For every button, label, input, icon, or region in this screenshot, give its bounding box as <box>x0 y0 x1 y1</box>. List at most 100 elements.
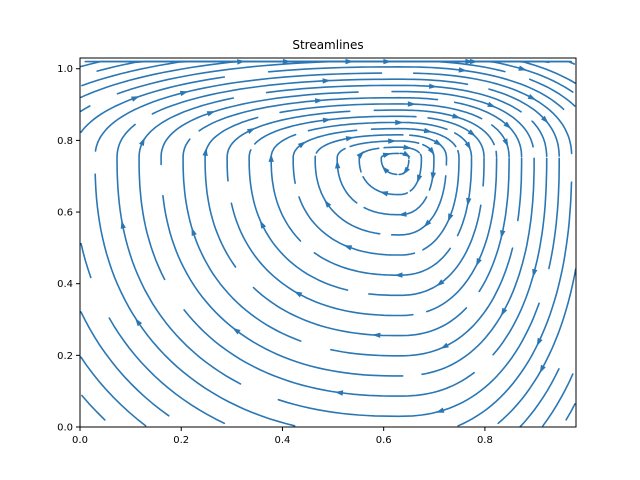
x-tick-label: 0.2 <box>173 435 189 446</box>
streamline <box>183 309 475 397</box>
streamline <box>313 247 451 276</box>
stream-arrow <box>395 119 404 126</box>
streamline <box>531 120 548 157</box>
stream-arrow <box>435 407 445 413</box>
stream-arrow <box>423 127 433 134</box>
stream-arrows <box>120 58 549 413</box>
x-tick-label: 0.0 <box>72 435 88 446</box>
stream-arrow <box>246 128 256 134</box>
stream-arrow <box>452 113 461 119</box>
x-axis: 0.0 0.2 0.4 0.6 0.8 <box>72 427 493 446</box>
stream-arrow <box>433 139 442 146</box>
stream-arrow <box>436 279 445 287</box>
stream-arrow <box>388 138 397 144</box>
streamline <box>457 149 460 159</box>
streamline <box>409 157 423 192</box>
streamline <box>363 196 428 216</box>
stream-arrow <box>394 272 403 278</box>
x-tick-label: 0.4 <box>274 435 290 446</box>
stream-arrow <box>334 390 344 396</box>
x-tick-label: 0.8 <box>477 435 493 446</box>
stream-arrow <box>532 268 538 278</box>
streamline <box>116 123 242 385</box>
streamline <box>80 311 170 417</box>
y-tick-label: 0.8 <box>57 136 73 147</box>
stream-arrow <box>464 141 471 150</box>
streamline <box>488 88 560 157</box>
plot-frame <box>79 57 577 428</box>
stream-arrow <box>324 199 332 208</box>
streamline <box>419 153 423 159</box>
streamline <box>548 157 560 270</box>
stream-arrow <box>465 58 474 65</box>
streamline <box>80 242 92 279</box>
stream-arrow <box>503 121 512 129</box>
streamline <box>254 115 417 145</box>
stream-arrow <box>120 220 126 229</box>
stream-arrow <box>430 172 436 181</box>
stream-arrow <box>403 144 412 150</box>
streamline <box>204 116 259 268</box>
streamline <box>314 155 381 235</box>
stream-arrow <box>501 307 508 317</box>
streamline <box>160 91 359 166</box>
streamline <box>298 196 416 256</box>
y-tick-label: 0.4 <box>57 279 73 290</box>
stream-arrow <box>179 90 189 97</box>
stream-arrow <box>469 58 478 65</box>
stream-arrow <box>139 137 145 146</box>
streamline <box>162 194 404 377</box>
stream-arrow <box>237 59 246 65</box>
streamline <box>565 403 576 421</box>
streamline <box>182 138 302 342</box>
stream-arrow <box>500 230 506 239</box>
streamline <box>426 157 498 313</box>
streamline <box>409 134 448 159</box>
stream-arrow <box>427 146 435 155</box>
stream-arrow <box>131 96 140 102</box>
streamline <box>422 157 460 251</box>
streamline <box>519 368 560 428</box>
stream-arrow <box>382 152 392 158</box>
streamline <box>81 394 106 421</box>
stream-arrow <box>282 58 291 65</box>
streamline <box>495 150 498 158</box>
stream-arrow <box>536 337 543 347</box>
streamline <box>267 66 565 111</box>
streamline <box>248 149 349 291</box>
streamline <box>412 72 573 155</box>
stream-arrow <box>527 94 537 100</box>
stream-arrow <box>487 101 496 108</box>
stream-arrow <box>398 211 407 217</box>
streamline <box>542 373 574 427</box>
streamline <box>198 96 439 132</box>
stream-arrow <box>407 101 416 107</box>
stream-arrow <box>502 138 509 147</box>
x-tick-label: 0.6 <box>376 435 392 446</box>
stream-arrow <box>466 197 472 207</box>
streamline <box>108 317 226 425</box>
stream-arrow <box>417 174 423 183</box>
stream-arrow <box>259 220 267 229</box>
stream-arrow <box>448 213 454 222</box>
streamlines <box>80 60 577 428</box>
streamline <box>383 146 420 154</box>
stream-arrow <box>458 67 467 73</box>
streamline <box>517 157 523 222</box>
stream-arrow <box>268 153 274 162</box>
y-tick-label: 0.0 <box>57 423 73 434</box>
stream-arrow <box>372 332 381 338</box>
stream-arrow <box>322 78 331 84</box>
streamline <box>265 84 522 113</box>
streamline <box>94 173 296 427</box>
streamline <box>528 78 576 107</box>
streamline <box>252 286 468 337</box>
stream-arrow <box>343 245 353 251</box>
streamline <box>80 105 91 112</box>
stream-arrow <box>356 150 365 159</box>
stream-arrow <box>135 318 143 327</box>
stream-arrow <box>191 227 197 236</box>
stream-arrow <box>440 342 449 349</box>
stream-arrow <box>232 327 241 335</box>
